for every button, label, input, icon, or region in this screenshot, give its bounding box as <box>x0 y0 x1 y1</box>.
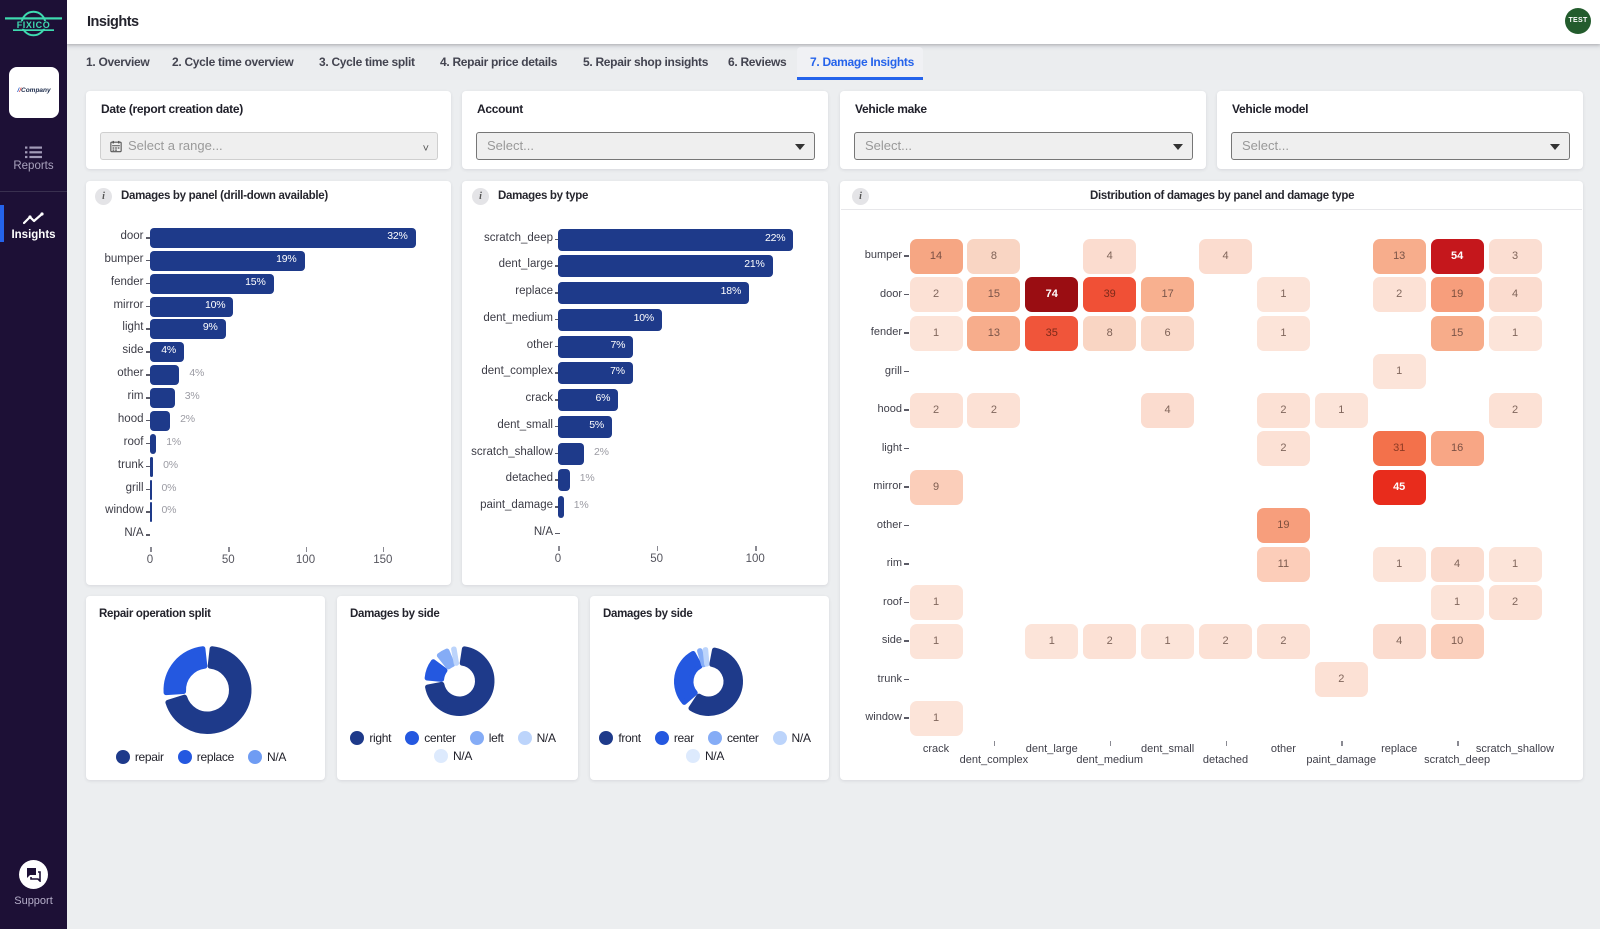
svg-text:FIXICO: FIXICO <box>17 20 51 30</box>
